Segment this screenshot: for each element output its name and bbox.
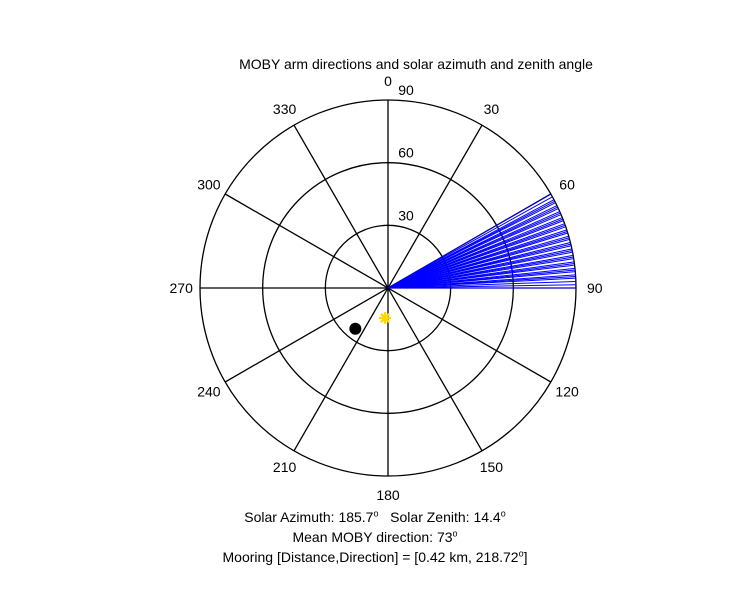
angle-tick-label: 210	[273, 459, 297, 475]
arm-line-41	[387, 262, 575, 289]
captions: Solar Azimuth: 185.7o Solar Zenith: 14.4…	[0, 507, 750, 567]
arm-line-39	[387, 250, 573, 289]
arm-line-36	[387, 230, 568, 289]
radial-tick-label: 60	[398, 145, 414, 161]
arm-line-32	[387, 206, 558, 289]
arm-line-1	[387, 196, 553, 289]
degree-symbol: o	[373, 508, 379, 519]
radial-tick-label: 90	[398, 82, 414, 98]
angle-tick-label: 330	[273, 101, 297, 117]
angle-tick-label: 120	[555, 383, 579, 399]
degree-symbol: o	[452, 528, 458, 539]
arm-line-0	[387, 193, 552, 289]
angle-tick-label: 270	[170, 280, 194, 296]
degree-symbol: o	[500, 508, 506, 519]
markers	[349, 311, 392, 335]
arm-line-34	[387, 218, 564, 289]
angle-tick-label: 150	[480, 459, 504, 475]
radial-labels: 30 60 90	[398, 82, 414, 223]
arm-line-43	[387, 276, 576, 289]
solar-zenith-label: Solar Zenith:	[390, 509, 474, 525]
mooring-caption: Mooring [Distance,Direction] = [0.42 km,…	[0, 547, 750, 567]
radial-tick-label: 30	[398, 207, 414, 223]
solar-azimuth-value: 185.7	[338, 509, 374, 525]
angle-tick-label: 0	[384, 73, 392, 89]
arm-line-29	[387, 284, 576, 289]
angle-tick-label: 300	[197, 177, 221, 193]
arm-line-40	[387, 256, 574, 289]
mooring-label: Mooring [Distance,Direction] = [0.42 km,…	[222, 549, 519, 565]
solar-azimuth-label: Solar Azimuth:	[244, 509, 339, 525]
arm-directions	[387, 193, 576, 289]
mooring-close: ]	[523, 549, 528, 565]
arm-line-42	[387, 269, 576, 289]
angle-tick-label: 60	[559, 177, 575, 193]
chart-title: MOBY arm directions and solar azimuth an…	[239, 56, 593, 72]
solar-caption: Solar Azimuth: 185.7o Solar Zenith: 14.4…	[0, 507, 750, 527]
mooring-marker	[349, 322, 362, 335]
mean-direction-caption: Mean MOBY direction: 73o	[0, 527, 750, 547]
solar-zenith-value: 14.4	[473, 509, 501, 525]
mean-direction-value: 73	[436, 529, 453, 545]
angle-tick-label: 240	[197, 383, 221, 399]
angle-labels: 0 30 60 90 120 150 180 210 240 270 300 330	[170, 73, 603, 503]
arm-line-38	[387, 243, 571, 289]
angle-tick-label: 30	[484, 101, 500, 117]
arm-line-33	[387, 212, 561, 289]
degree-symbol: o	[518, 548, 524, 559]
arm-line-31	[387, 200, 555, 289]
sun-marker	[379, 311, 392, 324]
sun-core	[381, 314, 389, 322]
angle-tick-label: 180	[376, 487, 400, 503]
mean-direction-label: Mean MOBY direction:	[292, 529, 437, 545]
arm-line-37	[387, 237, 570, 289]
arm-line-28	[387, 280, 576, 289]
angle-tick-label: 90	[587, 280, 603, 296]
arm-line-35	[387, 224, 566, 289]
